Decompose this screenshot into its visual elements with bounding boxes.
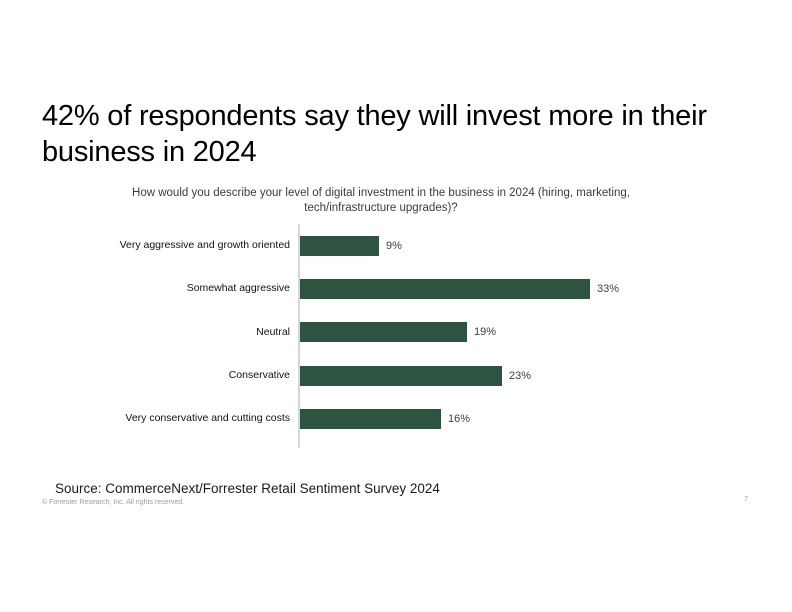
value-label: 16% [448,413,471,426]
copyright-notice: © Forrester Research, Inc. All rights re… [42,499,185,506]
bar [300,365,502,386]
category-label: Very conservative and cutting costs [125,412,290,425]
chart-question: How would you describe your level of dig… [132,187,630,214]
chart-row: Neutral 19% [0,310,740,355]
bar [300,279,590,300]
chart-row: Conservative 23% [0,354,740,398]
chart-row: Very aggressive and growth oriented 9% [0,224,740,268]
page-title: 42% of respondents say they will invest … [42,100,707,168]
category-label: Conservative [228,369,290,382]
bar-cell: 9% [298,224,740,268]
category-label: Very aggressive and growth oriented [119,238,290,251]
axis-extension [0,440,740,448]
category-label: Somewhat aggressive [186,282,290,295]
bar [300,235,379,256]
chart-row: Somewhat aggressive 33% [0,267,740,311]
value-label: 19% [474,326,497,339]
chart-row: Very conservative and cutting costs 16% [0,397,740,441]
bar-chart: Very aggressive and growth oriented 9% Som… [0,224,740,448]
bar-cell: 23% [298,354,740,398]
category-label: Neutral [256,325,290,338]
bar [300,409,441,430]
bar-cell: 33% [298,267,740,311]
page-number: 7 [744,496,748,503]
bar [300,322,467,343]
value-label: 23% [509,369,532,382]
y-axis-line [298,440,740,448]
source-citation: Source: CommerceNext/Forrester Retail Se… [55,481,440,496]
value-label: 33% [597,283,620,296]
value-label: 9% [386,239,402,252]
bar-cell: 16% [298,397,740,441]
bar-cell: 19% [298,310,740,355]
